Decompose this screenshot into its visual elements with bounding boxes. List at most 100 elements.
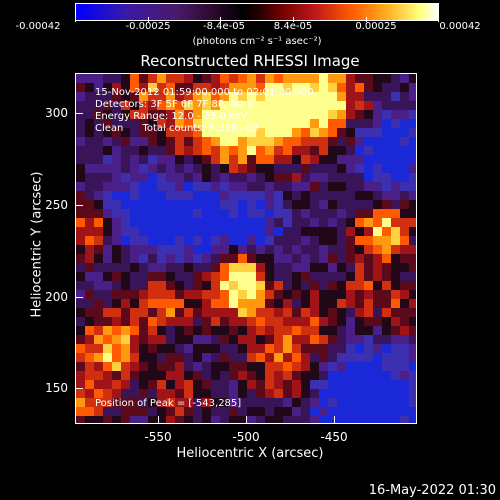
heatmap-cell [139,416,148,423]
heatmap-cell [364,155,373,164]
heatmap-cell [139,173,148,182]
heatmap-cell [337,416,346,423]
heatmap-cell [103,290,112,299]
heatmap-cell [202,182,211,191]
heatmap-cell [400,353,409,362]
heatmap-cell [94,164,103,173]
heatmap-cell [274,353,283,362]
heatmap-cell [85,407,94,416]
heatmap-cell [157,398,166,407]
heatmap-cell [400,155,409,164]
heatmap-cell [328,101,337,110]
heatmap-cell [364,344,373,353]
heatmap-cell [121,299,130,308]
heatmap-cell [256,299,265,308]
heatmap-cell [202,326,211,335]
heatmap-cell [130,380,139,389]
heatmap-cell [193,317,202,326]
heatmap-cell [391,308,400,317]
heatmap-cell [283,245,292,254]
heatmap-cell [301,200,310,209]
heatmap-cell [373,74,382,83]
heatmap-cell [328,155,337,164]
heatmap-cell [283,380,292,389]
heatmap-cell [94,110,103,119]
heatmap-cell [220,335,229,344]
heatmap-cell [157,83,166,92]
heatmap-cell [148,380,157,389]
heatmap-cell [409,218,416,227]
heatmap-cell [238,389,247,398]
heatmap-cell [103,200,112,209]
heatmap-cell [211,362,220,371]
heatmap-cell [355,272,364,281]
heatmap-cell [130,101,139,110]
heatmap-cell [229,290,238,299]
time-range-text: 15-Nov-2012 01:59:00.000 to 02:01:00.000 [95,87,314,98]
heatmap-cell [328,137,337,146]
heatmap-cell [391,74,400,83]
heatmap-cell [202,317,211,326]
heatmap-cell [94,182,103,191]
heatmap-cell [229,371,238,380]
heatmap-cell [238,74,247,83]
heatmap-cell [391,218,400,227]
heatmap-cell [130,398,139,407]
heatmap-cell [148,227,157,236]
heatmap-cell [157,254,166,263]
heatmap-cell [256,263,265,272]
heatmap-cell [373,254,382,263]
heatmap-cell [337,326,346,335]
colorbar [75,3,439,21]
heatmap-cell [238,173,247,182]
heatmap-cell [139,335,148,344]
heatmap-cell [310,218,319,227]
heatmap-cell [283,164,292,173]
heatmap-cell [94,227,103,236]
heatmap-cell [391,362,400,371]
heatmap-cell [292,83,301,92]
heatmap-cell [256,362,265,371]
heatmap-cell [121,380,130,389]
heatmap-cell [247,209,256,218]
heatmap-cell [301,182,310,191]
heatmap-cell [211,146,220,155]
heatmap-cell [355,191,364,200]
heatmap-cell [103,281,112,290]
heatmap-cell [382,263,391,272]
heatmap-cell [220,191,229,200]
heatmap-cell [382,227,391,236]
heatmap-cell [265,308,274,317]
heatmap-cell [157,101,166,110]
heatmap-cell [328,344,337,353]
heatmap-cell [184,371,193,380]
heatmap-cell [112,164,121,173]
heatmap-cell [94,74,103,83]
heatmap-cell [193,227,202,236]
heatmap-cell [130,83,139,92]
heatmap-cell [310,83,319,92]
heatmap-cell [364,380,373,389]
heatmap-cell [301,173,310,182]
heatmap-cell [229,362,238,371]
heatmap-cell [103,74,112,83]
heatmap-cell [175,155,184,164]
heatmap-cell [328,263,337,272]
heatmap-cell [337,380,346,389]
heatmap-cell [382,371,391,380]
heatmap-cell [265,254,274,263]
heatmap-cell [211,398,220,407]
heatmap-cell [265,209,274,218]
heatmap-cell [292,119,301,128]
heatmap-cell [193,137,202,146]
heatmap-cell [76,308,85,317]
heatmap-cell [202,146,211,155]
heatmap-cell [283,74,292,83]
heatmap-cell [247,146,256,155]
heatmap-cell [166,92,175,101]
heatmap-cell [256,236,265,245]
heatmap-cell [202,398,211,407]
heatmap-cell [319,407,328,416]
heatmap-cell [409,101,416,110]
heatmap-cell [337,227,346,236]
